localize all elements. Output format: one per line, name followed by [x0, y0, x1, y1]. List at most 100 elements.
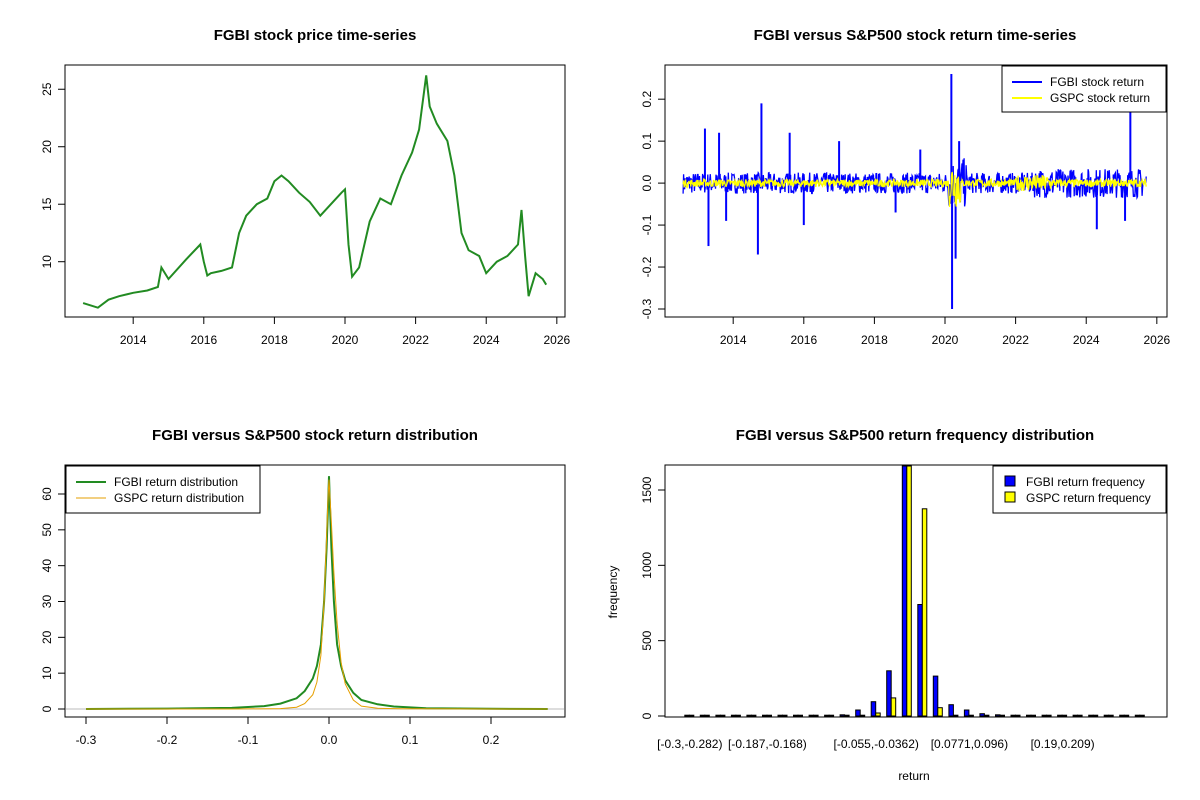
frequency-chart-axes: 0 500 1000 1500 [-0.3,-0.282) [-0.187,-0.168)…	[640, 476, 1094, 751]
gspc-frequency-bar	[1015, 714, 1021, 717]
gspc-frequency-bar	[937, 707, 943, 717]
y-tick-label: 1000	[640, 552, 654, 579]
fgbi-frequency-bar	[932, 675, 939, 717]
price-chart-marks	[82, 75, 548, 309]
frequency-chart-y-label: frequency	[606, 566, 620, 619]
price-chart: FGBI stock price time-series 2014 2016 201…	[40, 27, 570, 347]
return-timeseries-chart: FGBI versus S&P500 stock return time-ser…	[640, 27, 1170, 347]
density-chart-axes: -0.3 -0.2 -0.1 0.0 0.1 0.2 0 10 20 30 40 50 60	[40, 487, 499, 747]
fgbi-frequency-bar	[901, 465, 908, 717]
y-tick-label: 500	[640, 630, 654, 650]
legend-label-fgbi-density: FGBI return distribution	[114, 475, 238, 489]
fgbi-frequency-bar	[995, 714, 1001, 717]
legend-label-gspc-frequency: GSPC return frequency	[1026, 491, 1151, 505]
return-timeseries-title: FGBI versus S&P500 stock return time-ser…	[754, 27, 1077, 44]
fgbi-frequency-bar	[1057, 714, 1063, 717]
y-tick-label: -0.3	[640, 298, 654, 319]
y-tick-label: 0	[640, 712, 654, 719]
price-chart-axes: 2014 2016 2018 2020 2022 2024 2026 10 15 20 25	[40, 82, 570, 347]
fgbi-frequency-bar	[886, 670, 892, 717]
y-tick-label: 40	[40, 559, 54, 573]
gspc-frequency-bar	[1046, 714, 1052, 717]
gspc-frequency-bar	[952, 714, 959, 717]
gspc-frequency-bar	[859, 714, 866, 717]
gspc-frequency-bar	[1077, 714, 1083, 717]
gspc-frequency-bar	[1061, 714, 1068, 717]
y-tick-label: 25	[40, 82, 54, 96]
x-tick-label: 2024	[1073, 333, 1100, 347]
legend-swatch-fgbi-frequency	[1004, 475, 1016, 487]
x-tick-label: 2026	[1143, 333, 1170, 347]
gspc-frequency-bar	[782, 714, 788, 717]
x-tick-label: 2014	[720, 333, 747, 347]
return-timeseries-legend: FGBI stock return GSPC stock return	[1001, 65, 1167, 113]
x-tick-label: 2022	[402, 333, 429, 347]
legend-label-fgbi-return: FGBI stock return	[1050, 75, 1144, 89]
x-tick-label: [0.0771,0.096)	[931, 737, 1008, 751]
density-legend-box	[65, 465, 261, 514]
x-tick-label: [0.19,0.209)	[1031, 737, 1095, 751]
density-chart-legend: FGBI return distribution GSPC return dis…	[65, 465, 261, 514]
fgbi-frequency-bar	[699, 714, 706, 717]
legend-swatch-gspc-frequency	[1004, 491, 1016, 503]
fgbi-frequency-bar	[963, 709, 970, 717]
x-tick-label: 0.0	[321, 733, 338, 747]
fgbi-frequency-bar	[1103, 714, 1110, 717]
y-tick-label: 1500	[640, 476, 654, 503]
x-tick-label: 2024	[473, 333, 500, 347]
x-tick-label: 2016	[790, 333, 817, 347]
legend-label-gspc-density: GSPC return distribution	[114, 491, 244, 505]
y-tick-label: 10	[40, 666, 54, 680]
gspc-frequency-bar	[875, 712, 881, 717]
x-tick-label: 0.2	[483, 733, 500, 747]
legend-label-gspc-return: GSPC stock return	[1050, 91, 1150, 105]
gspc-frequency-bar	[813, 714, 819, 717]
y-tick-label: 20	[40, 630, 54, 644]
fgbi-frequency-bar	[855, 709, 861, 717]
x-tick-label: 0.1	[402, 733, 419, 747]
fgbi-frequency-bar	[979, 713, 985, 717]
fgbi-frequency-bar	[917, 604, 923, 717]
fgbi-frequency-bar	[715, 714, 721, 717]
y-tick-label: 20	[40, 140, 54, 154]
gspc-frequency-bar	[921, 508, 928, 717]
fgbi-frequency-bar	[777, 714, 783, 717]
y-tick-label: 0.0	[640, 174, 654, 191]
gspc-frequency-bar	[1092, 714, 1099, 717]
y-tick-label: 0.1	[640, 132, 654, 149]
gspc-frequency-bar	[968, 714, 974, 717]
fgbi-frequency-bar	[808, 714, 815, 717]
fgbi-frequency-bar	[730, 714, 737, 717]
gspc-frequency-bar	[1123, 714, 1130, 717]
gspc-frequency-bar	[906, 465, 912, 717]
frequency-legend-box	[992, 465, 1167, 514]
y-tick-label: -0.2	[640, 256, 654, 277]
price-chart-title: FGBI stock price time-series	[214, 27, 417, 44]
y-tick-label: 0.2	[640, 91, 654, 108]
frequency-chart: FGBI versus S&P500 return frequency dist…	[606, 427, 1168, 783]
fgbi-price-line	[82, 75, 548, 309]
gspc-frequency-bar	[844, 714, 850, 717]
fgbi-frequency-bar	[1072, 714, 1079, 717]
fgbi-frequency-bar	[1041, 714, 1048, 717]
fgbi-frequency-bar	[870, 701, 877, 717]
x-tick-label: -0.1	[238, 733, 259, 747]
y-tick-label: -0.1	[640, 214, 654, 235]
x-tick-label: 2020	[332, 333, 359, 347]
gspc-frequency-bar	[688, 714, 695, 717]
fgbi-frequency-bar	[948, 704, 954, 717]
frequency-chart-marks	[684, 465, 1145, 717]
y-tick-label: 15	[40, 197, 54, 211]
fgbi-return-series	[682, 158, 1147, 207]
legend-label-fgbi-frequency: FGBI return frequency	[1026, 475, 1145, 489]
gspc-frequency-bar	[735, 714, 741, 717]
x-tick-label: 2022	[1002, 333, 1029, 347]
gspc-frequency-bar	[1108, 714, 1114, 717]
density-chart-marks	[66, 476, 564, 710]
gspc-return-series	[682, 171, 1147, 207]
gspc-density-curve	[86, 479, 548, 710]
fgbi-frequency-bar	[746, 714, 752, 717]
fgbi-frequency-bar	[824, 714, 830, 717]
fgbi-frequency-bar	[1088, 714, 1094, 717]
